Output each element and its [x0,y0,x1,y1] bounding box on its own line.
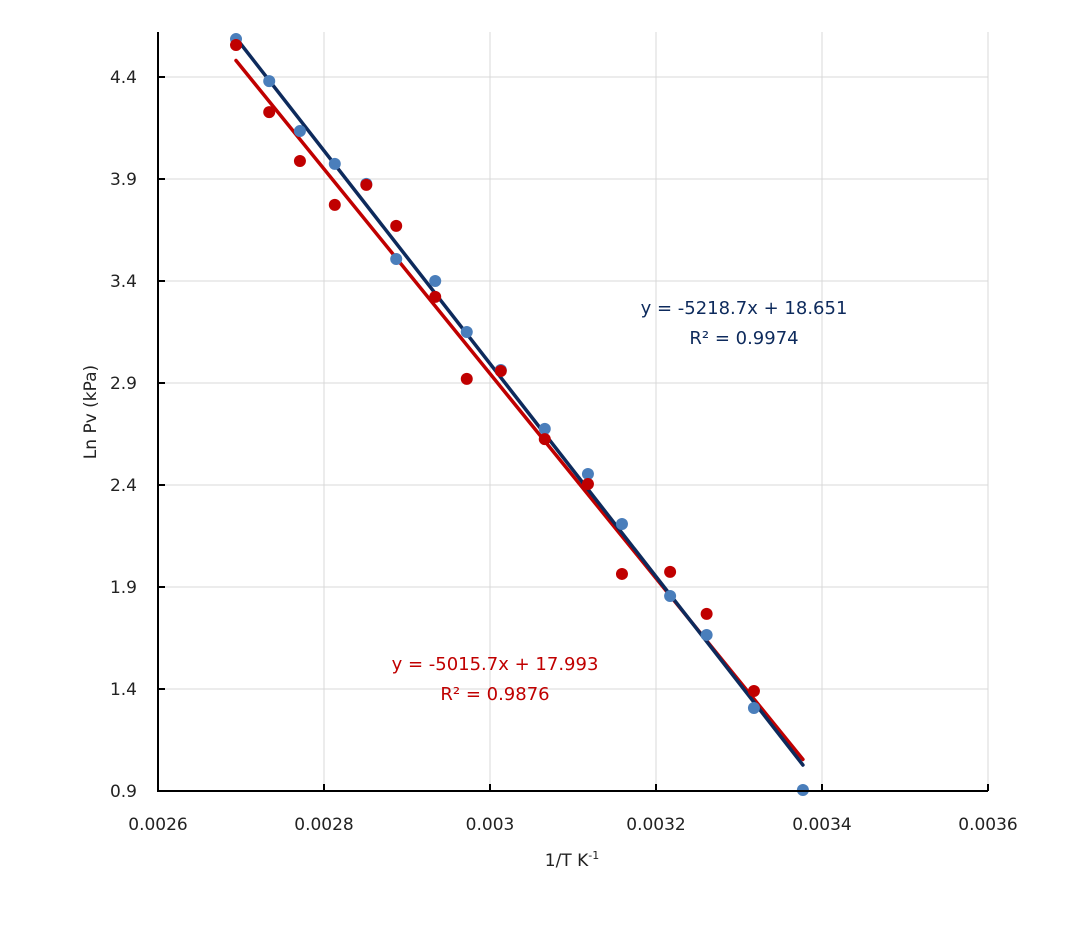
series-blue-point [664,589,677,602]
y-tick-label: 3.9 [110,170,137,190]
series-red-point [429,290,442,303]
series-blue-point [796,783,809,796]
y-tick-label: 1.9 [110,578,137,598]
series-red-point [494,364,507,377]
series-blue-point [747,701,760,714]
series-red-point [460,372,473,385]
series-red-point [293,155,306,168]
series-blue-point [328,157,341,170]
series-red-point [581,477,594,490]
y-tick-label: 2.9 [110,374,137,394]
y-tick-label: 4.4 [110,68,137,88]
series-blue-point [390,252,403,265]
series-red-point [230,38,243,51]
series-blue-point [615,517,628,530]
series-blue-point [581,467,594,480]
x-tick-label: 0.0028 [294,815,353,835]
trendlines [234,36,805,767]
tick-labels: 0.9 1.4 1.9 2.4 2.9 3.4 3.9 4.4 0.0026 0.0028 0.00… [110,68,1018,835]
series-red-point [390,219,403,232]
x-tick-label: 0.0034 [792,815,851,835]
series-blue-point [460,326,473,338]
y-tick-label: 3.4 [110,272,137,292]
x-axis-label-text: 1/T K [545,851,589,871]
series-red-point [360,178,373,191]
series-red-point [700,607,713,620]
series-blue-point [263,75,276,88]
gridlines [158,32,989,791]
series-blue-point [538,422,551,435]
series-blue-point [429,275,442,287]
x-tick-label: 0.0032 [626,815,685,835]
series-blue-trendline [234,36,805,767]
series-red-point [328,198,341,211]
y-tick-label: 2.4 [110,476,137,496]
series-red-point [615,567,628,580]
axes [157,32,989,792]
x-tick-label: 0.003 [466,815,515,835]
series-red-point [263,106,276,119]
series-red-point [747,685,760,698]
series-blue-point [293,125,306,138]
y-axis-label: Ln Pv (kPa) [81,365,101,459]
x-axis-label: 1/T K-1 [545,849,599,871]
x-axis-label-superscript: -1 [588,849,599,862]
blue-trendline-equation: y = -5218.7x + 18.651 [641,298,848,319]
y-tick-label: 1.4 [110,680,137,700]
y-tick-label: 0.9 [110,782,137,802]
red-trendline-r2: R² = 0.9876 [440,684,549,705]
series-red-point [664,565,677,578]
series-red-point [538,433,551,446]
x-tick-label: 0.0026 [128,815,187,835]
x-tick-label: 0.0036 [958,815,1017,835]
blue-trendline-r2: R² = 0.9974 [689,328,798,349]
data-points [230,33,809,796]
red-trendline-equation: y = -5015.7x + 17.993 [392,654,599,675]
series-blue-point [700,628,713,641]
